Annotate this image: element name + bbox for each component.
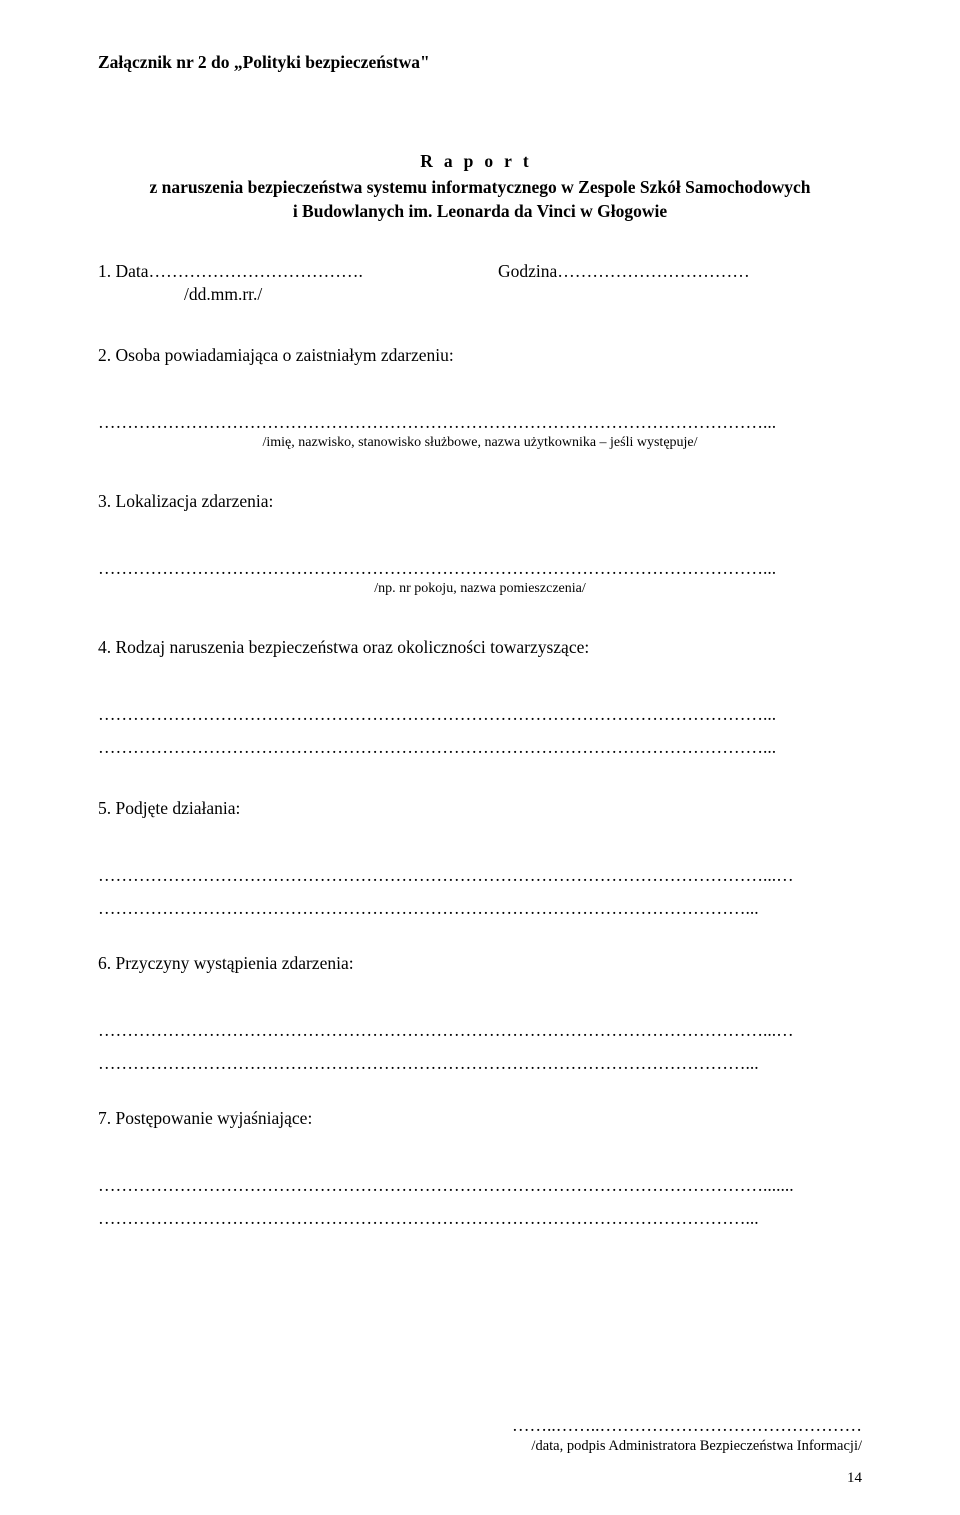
item-6-dots-2: …………………………………………………………………………………………………... (98, 1053, 862, 1074)
footer: ……..……..……………………………………… /data, podpis Ad… (98, 1415, 862, 1455)
item-1-time: Godzina…………………………… (498, 261, 750, 282)
report-subtitle-line2: i Budowlanych im. Leonarda da Vinci w Gł… (293, 201, 667, 221)
item-3-dots: ……………………………………………………………………………………………………..… (98, 558, 862, 579)
item-1-hint: /dd.mm.rr./ (184, 284, 862, 305)
item-5-dots-1: ……………………………………………………………………………………………………..… (98, 865, 862, 886)
report-heading: Raport (98, 151, 862, 172)
item-7-dots-2: …………………………………………………………………………………………………... (98, 1208, 862, 1229)
footer-hint: /data, podpis Administratora Bezpieczeńs… (98, 1438, 862, 1455)
item-2-label: 2. Osoba powiadamiająca o zaistniałym zd… (98, 345, 862, 366)
item-1-row: 1. Data………………………………. Godzina…………………………… (98, 261, 862, 282)
item-2-dots: ……………………………………………………………………………………………………..… (98, 412, 862, 433)
item-7-label: 7. Postępowanie wyjaśniające: (98, 1108, 862, 1129)
item-4-dots-2: ……………………………………………………………………………………………………..… (98, 737, 862, 758)
item-6-label: 6. Przyczyny wystąpienia zdarzenia: (98, 953, 862, 974)
item-5-label: 5. Podjęte działania: (98, 798, 862, 819)
attachment-title: Załącznik nr 2 do „Polityki bezpieczeńst… (98, 52, 862, 73)
item-7-dots-1: ……………………………………………………………………………………………………..… (98, 1175, 862, 1196)
item-3-label: 3. Lokalizacja zdarzenia: (98, 491, 862, 512)
page-number: 14 (847, 1470, 862, 1487)
item-3-hint: /np. nr pokoju, nazwa pomieszczenia/ (98, 581, 862, 597)
footer-dots: ……..……..……………………………………… (98, 1415, 862, 1436)
item-4-label: 4. Rodzaj naruszenia bezpieczeństwa oraz… (98, 637, 862, 658)
item-4-dots-1: ……………………………………………………………………………………………………..… (98, 704, 862, 725)
report-subtitle: z naruszenia bezpieczeństwa systemu info… (98, 176, 862, 223)
item-2-hint: /imię, nazwisko, stanowisko służbowe, na… (98, 435, 862, 451)
item-6-dots-1: ……………………………………………………………………………………………………..… (98, 1020, 862, 1041)
item-5-dots-2: …………………………………………………………………………………………………... (98, 898, 862, 919)
item-1-date: 1. Data………………………………. (98, 261, 498, 282)
report-subtitle-line1: z naruszenia bezpieczeństwa systemu info… (149, 177, 810, 197)
